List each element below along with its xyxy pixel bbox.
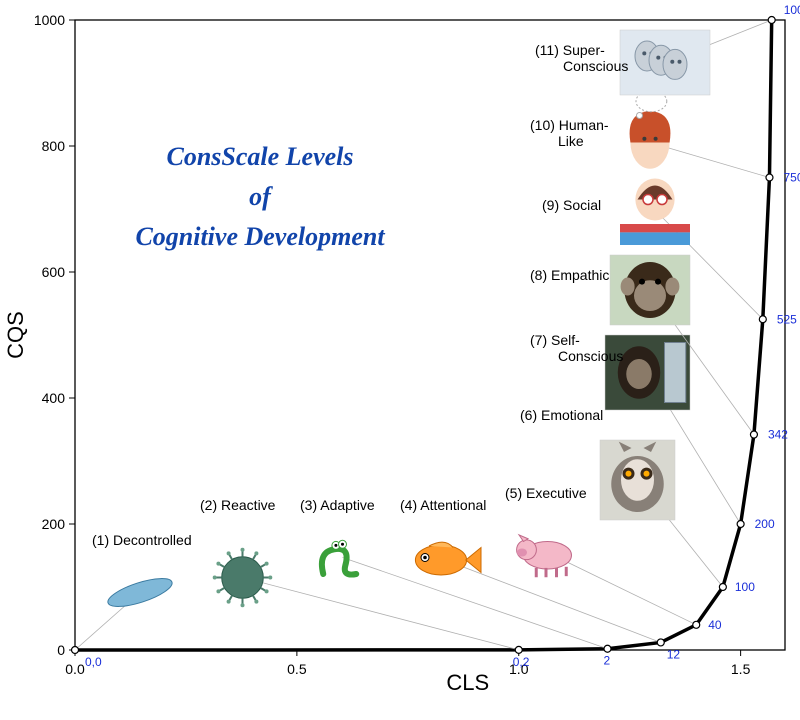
chart-svg: 0.00.51.01.5CLS02004006008001000CQSConsS… xyxy=(0,0,800,720)
data-value-label: 342 xyxy=(768,428,788,442)
data-marker xyxy=(515,646,522,653)
data-marker xyxy=(72,647,79,654)
data-value-label: 40 xyxy=(708,618,722,632)
level-label: (10) Human- xyxy=(530,117,609,133)
x-tick-label: 0.5 xyxy=(287,661,307,677)
level-icon-worm xyxy=(322,540,356,574)
data-marker xyxy=(768,17,775,24)
data-value-label: 2 xyxy=(604,654,611,668)
y-tick-label: 0 xyxy=(57,642,65,658)
level-label-line2: Like xyxy=(558,133,584,149)
y-axis-title: CQS xyxy=(3,311,28,359)
level-icon-bacillus xyxy=(105,573,175,612)
y-tick-label: 600 xyxy=(42,264,66,280)
data-value-label: 1000 xyxy=(784,3,800,17)
level-icon-robots xyxy=(620,30,710,95)
x-axis-title: CLS xyxy=(446,670,489,695)
level-label: (9) Social xyxy=(542,197,601,213)
chart-title-line: of xyxy=(249,182,273,211)
level-icon-chimp-mirror xyxy=(605,335,690,410)
leader-line xyxy=(243,578,519,650)
data-value-label: 100 xyxy=(735,580,755,594)
data-value-label: 0,0 xyxy=(85,655,102,669)
chart-title-line: ConsScale Levels xyxy=(166,142,353,171)
x-tick-label: 0.0 xyxy=(65,661,85,677)
data-marker xyxy=(693,621,700,628)
data-value-label: 750 xyxy=(783,171,800,185)
data-marker xyxy=(719,584,726,591)
level-icon-virus xyxy=(213,548,273,608)
leader-line xyxy=(548,553,697,625)
level-label: (1) Decontrolled xyxy=(92,532,192,548)
data-marker xyxy=(737,521,744,528)
level-label: (11) Super- xyxy=(535,42,605,58)
data-value-label: 200 xyxy=(755,517,775,531)
data-marker xyxy=(759,316,766,323)
y-tick-label: 400 xyxy=(42,390,66,406)
level-icon-chimp xyxy=(610,255,690,325)
level-icon-lemur xyxy=(600,440,675,520)
data-marker xyxy=(657,639,664,646)
y-tick-label: 200 xyxy=(42,516,66,532)
data-marker xyxy=(750,431,757,438)
level-label: (4) Attentional xyxy=(400,497,486,513)
data-value-label: 0,2 xyxy=(513,655,530,669)
level-label: (5) Executive xyxy=(505,485,587,501)
level-label: (6) Emotional xyxy=(520,407,603,423)
data-marker xyxy=(604,645,611,652)
x-tick-label: 1.5 xyxy=(731,661,751,677)
level-icon-child xyxy=(620,179,690,246)
y-tick-label: 800 xyxy=(42,138,66,154)
data-value-label: 12 xyxy=(667,647,681,661)
y-tick-label: 1000 xyxy=(34,12,65,28)
data-value-label: 525 xyxy=(777,312,797,326)
level-label: (2) Reactive xyxy=(200,497,276,513)
level-icon-pig xyxy=(517,535,572,577)
level-label-line2: Conscious xyxy=(558,348,623,364)
level-label-line2: Conscious xyxy=(563,58,628,74)
level-icon-human xyxy=(630,91,671,169)
level-label: (7) Self- xyxy=(530,332,580,348)
level-label: (3) Adaptive xyxy=(300,497,375,513)
data-marker xyxy=(766,174,773,181)
chart-container: 0.00.51.01.5CLS02004006008001000CQSConsS… xyxy=(0,0,800,720)
chart-title-line: Cognitive Development xyxy=(135,222,385,251)
level-label: (8) Empathic xyxy=(530,267,609,283)
